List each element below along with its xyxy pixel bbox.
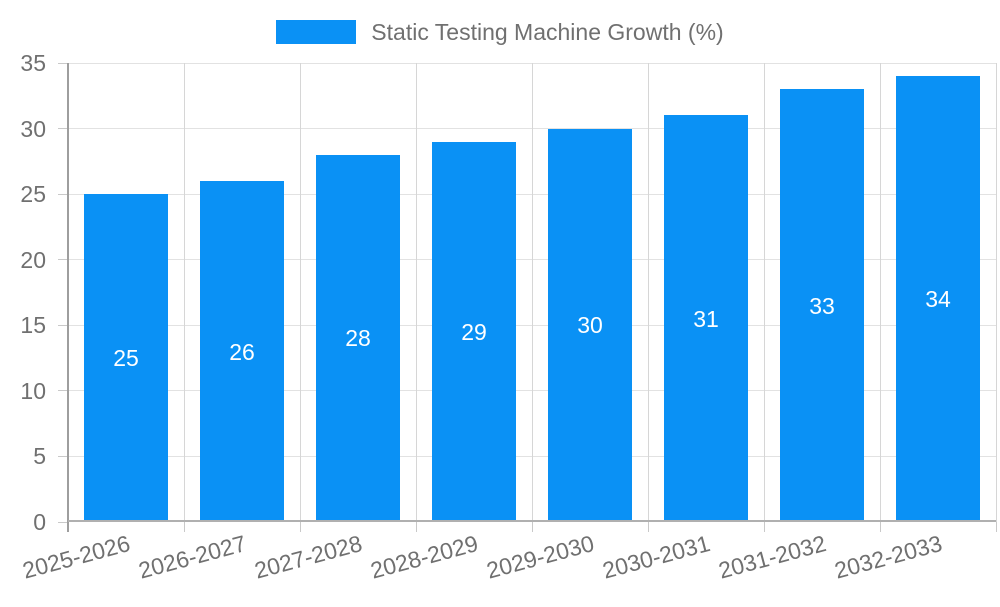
- x-axis-tick: [647, 522, 649, 532]
- bar: [896, 76, 980, 522]
- y-axis-tick-label: 35: [20, 50, 46, 76]
- y-axis-tick: [58, 455, 68, 457]
- gridline-vertical: [995, 63, 997, 522]
- bar-value-label: 30: [577, 312, 603, 339]
- y-axis-tick-label: 30: [20, 115, 46, 142]
- bar: [84, 194, 168, 522]
- y-axis-tick: [58, 521, 68, 523]
- y-axis-tick: [58, 259, 68, 261]
- gridline-vertical: [879, 63, 881, 522]
- y-axis-tick-label: 20: [20, 246, 46, 273]
- x-axis-tick: [763, 522, 765, 532]
- x-axis-tick: [531, 522, 533, 532]
- x-axis-tick: [183, 522, 185, 532]
- y-axis-tick-label: 5: [33, 443, 46, 470]
- x-axis-tick: [995, 522, 997, 532]
- y-axis-tick: [58, 62, 68, 64]
- bar: [548, 128, 632, 522]
- y-axis-tick-label: 15: [20, 312, 46, 339]
- bar: [780, 89, 864, 522]
- y-axis-tick: [58, 324, 68, 326]
- y-axis-tick: [58, 390, 68, 392]
- gridline-vertical: [647, 63, 649, 522]
- bar-value-label: 25: [113, 345, 139, 372]
- x-axis-tick: [415, 522, 417, 532]
- y-axis-line: [67, 63, 69, 532]
- legend-swatch-icon: [276, 20, 357, 44]
- bar-value-label: 29: [461, 318, 487, 345]
- gridline-vertical: [531, 63, 533, 522]
- bar-value-label: 31: [693, 305, 719, 332]
- bar: [432, 141, 516, 522]
- bar: [664, 115, 748, 522]
- legend: Static Testing Machine Growth (%): [0, 18, 1000, 46]
- gridline-vertical: [183, 63, 185, 522]
- y-axis-tick-label: 0: [33, 509, 46, 535]
- legend-label: Static Testing Machine Growth (%): [371, 19, 724, 45]
- x-axis-tick: [299, 522, 301, 532]
- bar-value-label: 28: [345, 325, 371, 352]
- bar: [200, 181, 284, 522]
- gridline-vertical: [299, 63, 301, 522]
- bar-value-label: 34: [925, 286, 951, 313]
- plot-area: 0 5 10 15 20 25 30 35 25 26 28 29 30 31 33 34 2025-2026 2…: [20, 50, 997, 584]
- x-axis-line: [68, 520, 996, 522]
- y-axis-tick-label: 25: [20, 181, 46, 208]
- gridline-vertical: [763, 63, 765, 522]
- bar: [316, 154, 400, 522]
- y-axis-tick: [58, 128, 68, 130]
- x-axis-tick: [879, 522, 881, 532]
- bar-value-label: 26: [229, 338, 255, 365]
- y-axis-tick-label: 10: [20, 377, 46, 404]
- bar-value-label: 33: [809, 292, 835, 319]
- y-axis-tick: [58, 193, 68, 195]
- gridline-vertical: [415, 63, 417, 522]
